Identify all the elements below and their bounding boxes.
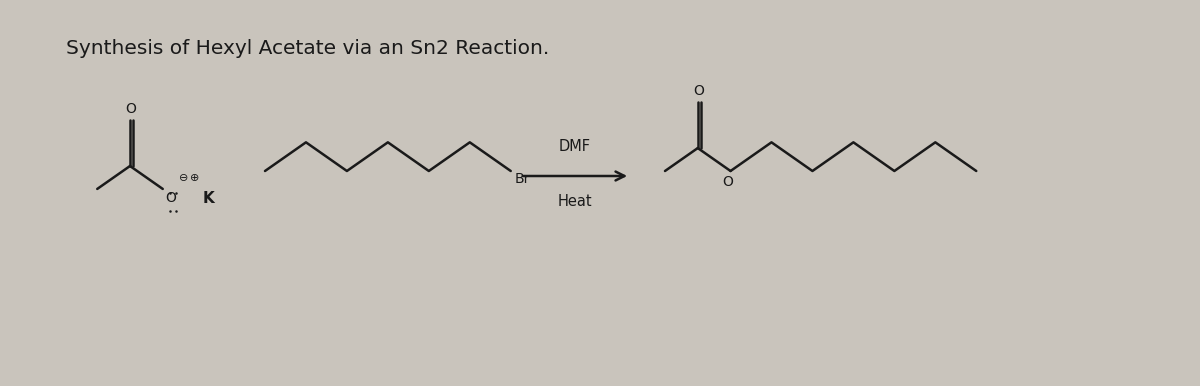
- Text: ⊕: ⊕: [190, 173, 199, 183]
- Text: O: O: [164, 191, 175, 205]
- Text: Br: Br: [515, 172, 530, 186]
- Text: ⊖: ⊖: [179, 173, 188, 183]
- Text: O: O: [125, 102, 136, 116]
- Text: DMF: DMF: [559, 139, 592, 154]
- Text: O: O: [692, 84, 703, 98]
- Text: Heat: Heat: [558, 194, 593, 209]
- Text: O: O: [722, 175, 733, 189]
- Text: Synthesis of Hexyl Acetate via an Sn2 Reaction.: Synthesis of Hexyl Acetate via an Sn2 Re…: [66, 39, 550, 58]
- Text: K: K: [203, 191, 215, 206]
